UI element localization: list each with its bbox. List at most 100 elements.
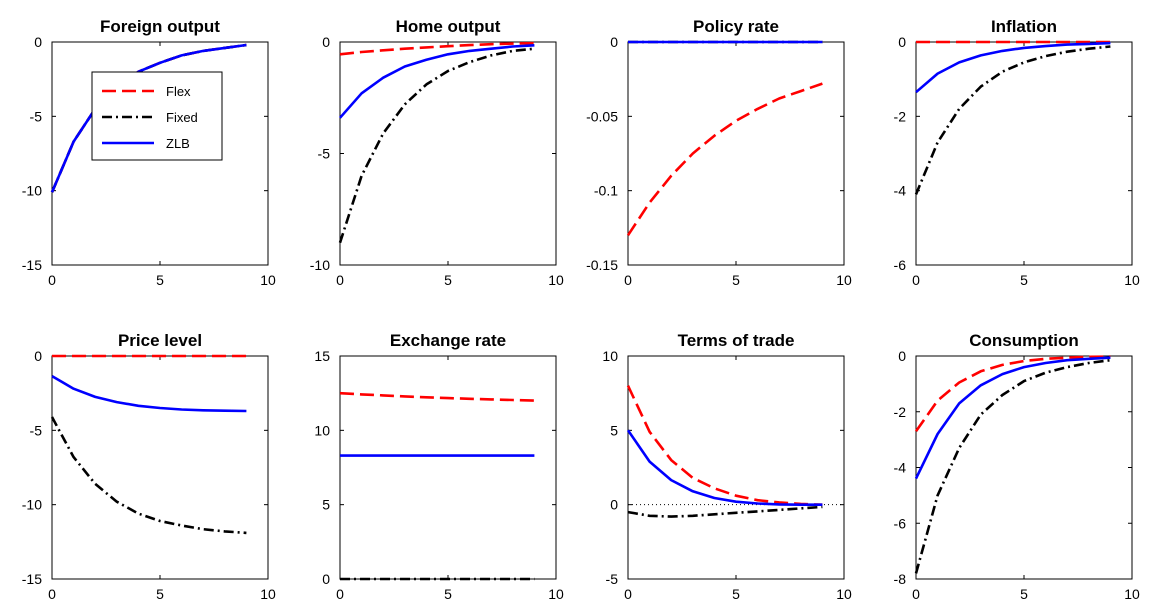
- axes-frame: [339, 41, 557, 266]
- y-tick-label: -15: [22, 257, 42, 273]
- x-tick-label: 5: [732, 586, 740, 602]
- axes-frame: [915, 355, 1133, 580]
- series-line-flex: [339, 41, 535, 56]
- series-line-zlb: [339, 44, 535, 119]
- legend-label-fixed: Fixed: [166, 110, 198, 125]
- x-tick-label: 10: [1124, 586, 1140, 602]
- x-tick-label: 5: [1020, 272, 1028, 288]
- x-tick-label: 10: [260, 272, 276, 288]
- y-tick-label: 0: [34, 348, 42, 364]
- subplot-title: Foreign output: [100, 17, 220, 36]
- y-tick-label: -0.05: [586, 108, 618, 124]
- subplot-title: Exchange rate: [390, 331, 506, 350]
- subplot-inflation: 0 5 10 -6 -4 -2 0 Inflation: [894, 17, 1140, 288]
- y-tick-label: 0: [322, 34, 330, 50]
- y-tick-label: -10: [22, 183, 42, 199]
- legend-box: [91, 71, 223, 161]
- series-line-fixed: [338, 47, 535, 244]
- y-tick-label: -4: [894, 183, 907, 199]
- x-tick-label: 10: [260, 586, 276, 602]
- series-line-fixed: [914, 358, 1111, 574]
- y-tick-label: -6: [894, 257, 907, 273]
- axes-frame: [627, 41, 845, 266]
- y-tick-label: -4: [894, 460, 907, 476]
- y-tick-label: 0: [898, 348, 906, 364]
- subplot-title: Policy rate: [693, 17, 779, 36]
- x-tick-label: 0: [624, 272, 632, 288]
- series-line-zlb: [915, 41, 1111, 94]
- subplot-title: Consumption: [969, 331, 1079, 350]
- series-line-zlb: [50, 43, 247, 193]
- x-tick-label: 10: [836, 272, 852, 288]
- axes-frame: [627, 355, 845, 580]
- subplot-consumption: 0 5 10 -8 -6 -4 -2 0 Consumption: [894, 331, 1140, 602]
- y-tick-label: 0: [322, 571, 330, 587]
- x-tick-label: 5: [444, 586, 452, 602]
- x-tick-label: 10: [548, 586, 564, 602]
- x-tick-label: 10: [836, 586, 852, 602]
- subplot-terms-of-trade: 0 5 10 -5 0 5 10 Terms of trade: [602, 331, 852, 602]
- y-tick-label: -6: [894, 515, 907, 531]
- subplot-title: Price level: [118, 331, 202, 350]
- x-tick-label: 5: [732, 272, 740, 288]
- y-tick-label: -0.15: [586, 257, 618, 273]
- y-tick-label: 15: [314, 348, 330, 364]
- y-tick-label: -10: [310, 257, 330, 273]
- y-tick-label: -0.1: [594, 183, 618, 199]
- y-tick-label: -2: [894, 404, 907, 420]
- y-tick-label: -2: [894, 108, 907, 124]
- x-tick-label: 5: [156, 272, 164, 288]
- y-tick-label: -5: [30, 422, 43, 438]
- x-tick-label: 0: [336, 272, 344, 288]
- series-line-fixed: [50, 416, 247, 535]
- subplot-policy-rate: 0 5 10 -0.15 -0.1 -0.05 0 Policy rate: [586, 17, 852, 288]
- y-tick-label: -10: [22, 497, 42, 513]
- series-line-zlb: [626, 429, 823, 507]
- y-tick-label: 5: [322, 497, 330, 513]
- y-tick-label: 0: [610, 34, 618, 50]
- subplot-home-output: 0 5 10 -10 -5 0 Home output: [310, 17, 564, 288]
- y-tick-label: 0: [610, 497, 618, 513]
- series-line-zlb: [914, 356, 1111, 480]
- series-line-flex: [914, 355, 1111, 433]
- subplot-foreign-output: 0 5 10 -15 -10 -5 0 Foreign output Flex Fixed ZLB: [22, 17, 276, 288]
- series-line-zlb: [51, 374, 247, 413]
- axes-frame: [51, 355, 269, 580]
- series-line-flex: [626, 82, 823, 237]
- subplot-title: Home output: [396, 17, 501, 36]
- series-line-flex: [626, 385, 823, 506]
- x-tick-label: 5: [156, 586, 164, 602]
- axes-frame: [339, 355, 557, 580]
- x-tick-label: 10: [1124, 272, 1140, 288]
- subplot-title: Terms of trade: [678, 331, 795, 350]
- y-tick-label: 0: [898, 34, 906, 50]
- y-tick-label: 0: [34, 34, 42, 50]
- subplot-exchange-rate: 0 5 10 0 5 10 15 Exchange rate: [314, 331, 564, 602]
- x-tick-label: 0: [912, 586, 920, 602]
- series-line-flex: [339, 391, 535, 402]
- x-tick-label: 5: [444, 272, 452, 288]
- y-tick-label: -5: [606, 571, 619, 587]
- x-tick-label: 0: [48, 272, 56, 288]
- y-tick-label: 10: [602, 348, 618, 364]
- x-tick-label: 5: [1020, 586, 1028, 602]
- subplot-title: Inflation: [991, 17, 1057, 36]
- subplot-price-level: 0 5 10 -15 -10 -5 0 Price level: [22, 331, 276, 602]
- axes-frame: [915, 41, 1133, 266]
- x-tick-label: 0: [336, 586, 344, 602]
- legend-label-flex: Flex: [166, 84, 191, 99]
- legend: Flex Fixed ZLB: [91, 71, 223, 161]
- series-line-fixed: [627, 505, 823, 518]
- y-tick-label: -15: [22, 571, 42, 587]
- series-line-fixed: [914, 45, 1111, 195]
- x-tick-label: 0: [912, 272, 920, 288]
- y-tick-label: 5: [610, 422, 618, 438]
- y-tick-label: 10: [314, 422, 330, 438]
- x-tick-label: 0: [624, 586, 632, 602]
- x-tick-label: 10: [548, 272, 564, 288]
- x-tick-label: 0: [48, 586, 56, 602]
- y-tick-label: -5: [318, 146, 331, 162]
- y-tick-label: -5: [30, 108, 43, 124]
- y-tick-label: -8: [894, 571, 907, 587]
